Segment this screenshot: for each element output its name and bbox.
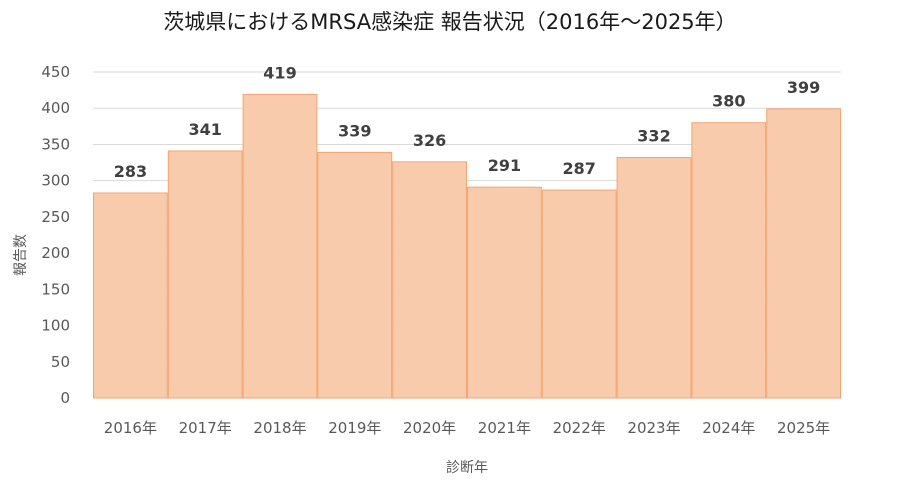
data-label: 283: [114, 162, 147, 181]
y-tick-label: 0: [60, 389, 70, 407]
data-labels: 283 341 419 339 326 291 287 332 380 399: [114, 63, 821, 181]
y-tick-label: 100: [41, 317, 70, 335]
x-tick-label: 2021年: [478, 419, 531, 437]
x-tick-label: 2019年: [328, 419, 381, 437]
x-tick-label: 2025年: [777, 419, 830, 437]
y-tick-label: 150: [41, 280, 70, 298]
data-label: 419: [263, 63, 296, 82]
data-label: 332: [637, 126, 670, 145]
y-tick-label: 400: [41, 99, 70, 117]
x-tick-label: 2017年: [179, 419, 232, 437]
x-tick-label: 2016年: [104, 419, 157, 437]
bar: [766, 108, 842, 399]
bar: [93, 192, 168, 399]
data-label: 380: [712, 92, 745, 111]
y-tick-label: 300: [41, 172, 70, 190]
x-axis-title: 診断年: [446, 460, 488, 476]
bar: [392, 161, 468, 399]
bar: [167, 150, 243, 399]
x-tick-label: 2024年: [702, 419, 755, 437]
data-label: 339: [338, 121, 371, 140]
y-tick-label: 50: [51, 353, 70, 371]
x-axis-ticks: 2016年 2017年 2018年 2019年 2020年 2021年 2022年 2023年…: [104, 419, 830, 437]
data-label: 399: [787, 78, 820, 97]
x-tick-label: 2018年: [253, 419, 306, 437]
x-tick-label: 2020年: [403, 419, 456, 437]
bar: [616, 156, 692, 399]
y-axis-ticks: 0 50 100 150 200 250 300 350 400 450: [41, 63, 70, 407]
bar: [691, 122, 767, 399]
y-axis-title: 報告数: [13, 234, 29, 276]
y-tick-label: 250: [41, 208, 70, 226]
x-tick-label: 2023年: [627, 419, 680, 437]
y-tick-label: 450: [41, 63, 70, 81]
data-label: 291: [488, 156, 521, 175]
x-tick-label: 2022年: [553, 419, 606, 437]
bars: [93, 93, 842, 399]
data-label: 341: [188, 120, 221, 139]
data-label: 326: [413, 131, 446, 150]
data-label: 287: [562, 159, 595, 178]
bar: [242, 93, 318, 399]
bar: [541, 189, 617, 399]
chart-title: 茨城県におけるMRSA感染症 報告状況（2016年～2025年）: [163, 10, 737, 34]
bar: [467, 186, 542, 399]
y-tick-label: 200: [41, 244, 70, 262]
bar: [317, 151, 393, 399]
y-tick-label: 350: [41, 135, 70, 153]
